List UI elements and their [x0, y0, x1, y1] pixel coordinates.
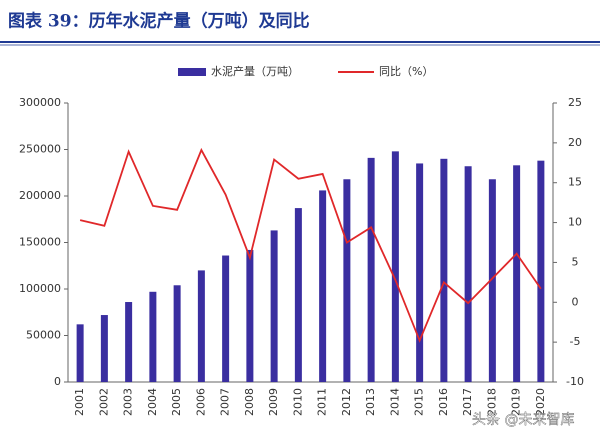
y2-tick-label: 20 [568, 136, 582, 149]
y2-tick-label: 0 [572, 295, 579, 308]
bar [513, 165, 521, 382]
x-tick-label: 2011 [316, 388, 329, 416]
y2-tick-label: 5 [572, 255, 579, 268]
x-tick-label: 2015 [413, 388, 426, 416]
bar [440, 158, 448, 382]
x-tick-label: 2017 [461, 388, 474, 416]
bar [294, 208, 302, 382]
y2-tick-label: 25 [568, 96, 582, 109]
bar [125, 302, 133, 382]
x-tick-label: 2007 [219, 388, 232, 416]
x-tick-label: 2019 [510, 388, 523, 416]
x-tick-label: 2018 [485, 388, 498, 416]
legend-label: 同比（%） [379, 65, 433, 78]
y-tick-label: 150000 [19, 236, 61, 249]
x-tick-label: 2001 [73, 388, 86, 416]
y2-tick-label: -10 [566, 375, 584, 388]
x-tick-label: 2013 [364, 388, 377, 416]
y-tick-label: 250000 [19, 143, 61, 156]
x-tick-label: 2006 [194, 388, 207, 416]
bar [270, 230, 278, 382]
bar [246, 249, 254, 382]
bar [391, 151, 399, 382]
legend-swatch [178, 68, 206, 76]
bar [488, 179, 496, 382]
y2-tick-label: -5 [570, 335, 581, 348]
bar [537, 160, 545, 382]
bar [173, 285, 181, 382]
bar [222, 255, 230, 382]
x-tick-label: 2016 [437, 388, 450, 416]
watermark: 头条 @未来智库 [472, 411, 574, 428]
bar [149, 291, 157, 382]
line [79, 147, 542, 343]
x-tick-label: 2012 [340, 388, 353, 416]
x-tick-label: 2005 [170, 388, 183, 416]
chart-title: 图表 39：历年水泥产量（万吨）及同比 [8, 11, 310, 32]
bar [416, 163, 424, 382]
y-tick-label: 50000 [26, 329, 61, 342]
y-tick-label: 300000 [19, 96, 61, 109]
bar [343, 179, 351, 382]
bar [100, 315, 108, 382]
x-tick-label: 2008 [243, 388, 256, 416]
bar [464, 166, 472, 382]
x-tick-label: 2003 [122, 388, 135, 416]
y-tick-label: 0 [54, 375, 61, 388]
y-tick-label: 100000 [19, 282, 61, 295]
bar [197, 270, 205, 382]
legend-label: 水泥产量（万吨） [211, 64, 299, 78]
x-tick-label: 2004 [146, 388, 159, 416]
bar [76, 324, 84, 382]
bar [319, 190, 327, 382]
x-tick-label: 2014 [388, 388, 401, 416]
x-tick-label: 2002 [97, 388, 110, 416]
y-tick-label: 200000 [19, 189, 61, 202]
bar [367, 157, 375, 382]
y2-tick-label: 10 [568, 216, 582, 229]
x-tick-label: 2010 [291, 388, 304, 416]
x-tick-label: 2009 [267, 388, 280, 416]
y2-tick-label: 15 [568, 176, 582, 189]
x-tick-label: 2020 [534, 388, 547, 416]
